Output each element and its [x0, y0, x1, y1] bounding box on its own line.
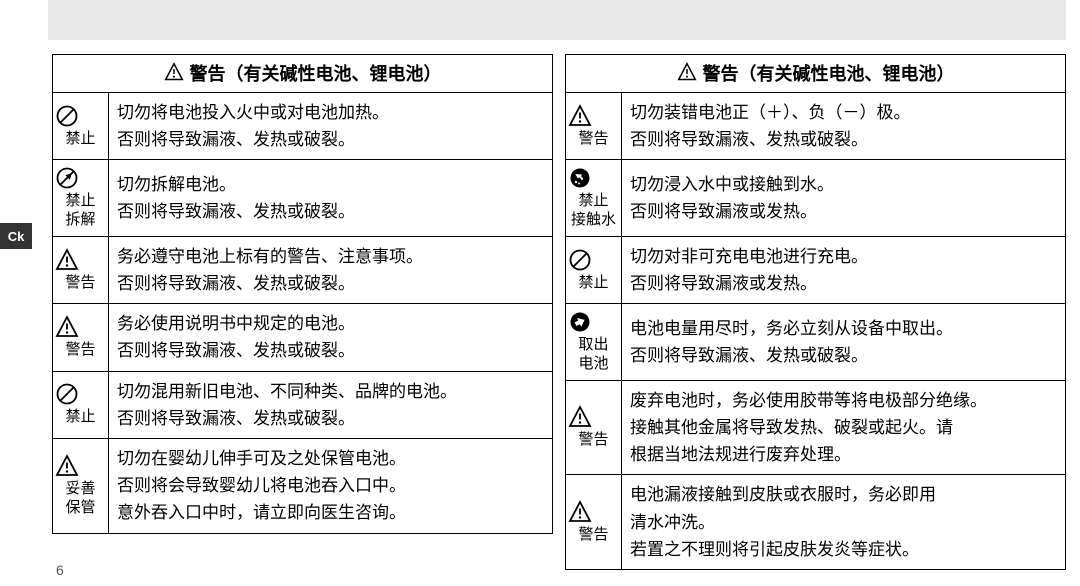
warning-icon [55, 315, 106, 339]
warning-text: 切勿将电池投入火中或对电池加热。否则将导致漏液、发热或破裂。 [109, 93, 553, 160]
icon-label: 禁止 [568, 274, 619, 293]
warning-text: 切勿混用新旧电池、不同种类、品牌的电池。否则将导致漏液、发热或破裂。 [109, 371, 553, 438]
remove-icon [568, 310, 619, 334]
icon-label: 禁止拆解 [55, 192, 106, 230]
warning-text: 切勿装错电池正（＋）、负（－）极。否则将导致漏液、发热或破裂。 [622, 93, 1066, 160]
icon-cell: 警告 [53, 236, 109, 303]
icon-label: 妥善保管 [55, 480, 106, 518]
warning-text: 务必遵守电池上标有的警告、注意事项。否则将导致漏液、发热或破裂。 [109, 236, 553, 303]
table-row: 警告务必遵守电池上标有的警告、注意事项。否则将导致漏液、发热或破裂。 [53, 236, 553, 303]
language-tab: Ck [0, 223, 32, 249]
icon-label: 禁止 [55, 408, 106, 427]
table-row: 警告切勿装错电池正（＋）、负（－）极。否则将导致漏液、发热或破裂。 [566, 93, 1066, 160]
icon-label: 禁止接触水 [568, 192, 619, 230]
table-row: 警告废弃电池时，务必使用胶带等将电极部分绝缘。接触其他金属将导致发热、破裂或起火… [566, 380, 1066, 475]
table-row: 妥善保管切勿在婴幼儿伸手可及之处保管电池。否则将会导致婴幼儿将电池吞入口中。意外… [53, 439, 553, 534]
disassemble-icon [55, 166, 106, 190]
table-row: 警告务必使用说明书中规定的电池。否则将导致漏液、发热或破裂。 [53, 304, 553, 371]
warning-icon [568, 500, 619, 524]
warning-text: 电池漏液接触到皮肤或衣服时，务必即用清水冲洗。若置之不理则将引起皮肤发炎等症状。 [622, 475, 1066, 570]
icon-cell: 禁止 [53, 93, 109, 160]
icon-cell: 取出电池 [566, 304, 622, 381]
icon-label: 禁止 [55, 130, 106, 149]
table-header: 警告（有关碱性电池、锂电池） [703, 60, 955, 86]
header-grey-bar [48, 0, 1066, 40]
table-header: 警告（有关碱性电池、锂电池） [190, 60, 442, 86]
icon-cell: 禁止 [566, 236, 622, 303]
left-column: 警告（有关碱性电池、锂电池） 禁止切勿将电池投入火中或对电池加热。否则将导致漏液… [52, 54, 553, 570]
warning-triangle-icon [677, 62, 697, 82]
water-icon [568, 166, 619, 190]
warning-icon [55, 248, 106, 272]
icon-label: 警告 [55, 274, 106, 293]
icon-cell: 警告 [566, 93, 622, 160]
warning-icon [568, 405, 619, 429]
prohibit-icon [55, 382, 106, 406]
icon-cell: 妥善保管 [53, 439, 109, 534]
warning-text: 切勿浸入水中或接触到水。否则将导致漏液或发热。 [622, 160, 1066, 237]
icon-cell: 警告 [566, 380, 622, 475]
prohibit-icon [55, 104, 106, 128]
icon-label: 警告 [568, 130, 619, 149]
warning-text: 切勿在婴幼儿伸手可及之处保管电池。否则将会导致婴幼儿将电池吞入口中。意外吞入口中… [109, 439, 553, 534]
warning-triangle-icon [164, 62, 184, 82]
table-row: 禁止拆解切勿拆解电池。否则将导致漏液、发热或破裂。 [53, 160, 553, 237]
table-row: 取出电池电池电量用尽时，务必立刻从设备中取出。否则将导致漏液、发热或破裂。 [566, 304, 1066, 381]
icon-label: 警告 [568, 526, 619, 545]
warning-text: 切勿对非可充电电池进行充电。否则将导致漏液或发热。 [622, 236, 1066, 303]
table-row: 禁止切勿对非可充电电池进行充电。否则将导致漏液或发热。 [566, 236, 1066, 303]
icon-cell: 警告 [53, 304, 109, 371]
table-row: 禁止接触水切勿浸入水中或接触到水。否则将导致漏液或发热。 [566, 160, 1066, 237]
warning-text: 务必使用说明书中规定的电池。否则将导致漏液、发热或破裂。 [109, 304, 553, 371]
right-column: 警告（有关碱性电池、锂电池） 警告切勿装错电池正（＋）、负（－）极。否则将导致漏… [565, 54, 1066, 570]
warning-text: 电池电量用尽时，务必立刻从设备中取出。否则将导致漏液、发热或破裂。 [622, 304, 1066, 381]
table-row: 警告电池漏液接触到皮肤或衣服时，务必即用清水冲洗。若置之不理则将引起皮肤发炎等症… [566, 475, 1066, 570]
icon-label: 取出电池 [568, 336, 619, 374]
prohibit-icon [568, 248, 619, 272]
content-columns: 警告（有关碱性电池、锂电池） 禁止切勿将电池投入火中或对电池加热。否则将导致漏液… [52, 54, 1066, 570]
icon-label: 警告 [55, 341, 106, 360]
icon-cell: 禁止 [53, 371, 109, 438]
icon-label: 警告 [568, 431, 619, 450]
icon-cell: 禁止拆解 [53, 160, 109, 237]
warning-table-right: 警告（有关碱性电池、锂电池） 警告切勿装错电池正（＋）、负（－）极。否则将导致漏… [565, 54, 1066, 570]
warning-text: 废弃电池时，务必使用胶带等将电极部分绝缘。接触其他金属将导致发热、破裂或起火。请… [622, 380, 1066, 475]
warning-text: 切勿拆解电池。否则将导致漏液、发热或破裂。 [109, 160, 553, 237]
store-icon [55, 454, 106, 478]
warning-table-left: 警告（有关碱性电池、锂电池） 禁止切勿将电池投入火中或对电池加热。否则将导致漏液… [52, 54, 553, 534]
table-row: 禁止切勿混用新旧电池、不同种类、品牌的电池。否则将导致漏液、发热或破裂。 [53, 371, 553, 438]
icon-cell: 禁止接触水 [566, 160, 622, 237]
icon-cell: 警告 [566, 475, 622, 570]
warning-icon [568, 104, 619, 128]
table-row: 禁止切勿将电池投入火中或对电池加热。否则将导致漏液、发热或破裂。 [53, 93, 553, 160]
